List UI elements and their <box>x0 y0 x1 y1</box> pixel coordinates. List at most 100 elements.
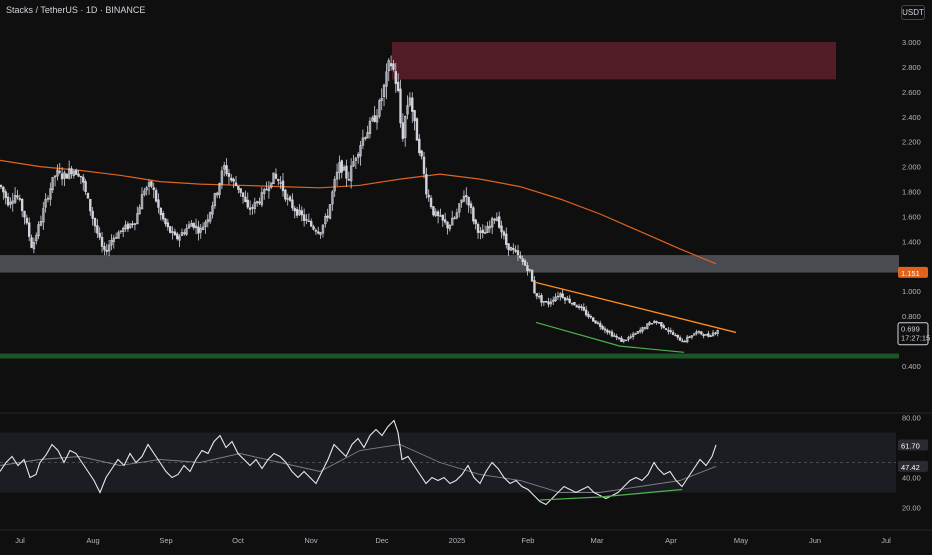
candle-body[interactable] <box>204 221 207 227</box>
candle-body[interactable] <box>216 192 219 196</box>
candle-body[interactable] <box>2 186 5 193</box>
candle-body[interactable] <box>284 189 287 200</box>
candle-body[interactable] <box>594 320 597 324</box>
candle-body[interactable] <box>450 217 454 226</box>
candle-body[interactable] <box>646 323 649 329</box>
candle-body[interactable] <box>537 295 541 298</box>
candle-body[interactable] <box>507 243 510 250</box>
candle-body[interactable] <box>342 166 346 171</box>
candle-body[interactable] <box>552 299 555 302</box>
candle-body[interactable] <box>258 201 261 204</box>
candle-body[interactable] <box>164 218 167 225</box>
candle-body[interactable] <box>63 172 66 179</box>
candle-body[interactable] <box>218 183 221 195</box>
candle-body[interactable] <box>561 293 564 298</box>
candle-body[interactable] <box>171 231 174 234</box>
candle-body[interactable] <box>131 223 134 225</box>
candle-body[interactable] <box>185 228 188 235</box>
candle-body[interactable] <box>425 174 428 195</box>
candle-body[interactable] <box>556 295 560 298</box>
candle-body[interactable] <box>241 192 245 197</box>
candle-body[interactable] <box>93 218 97 227</box>
candle-body[interactable] <box>143 190 146 195</box>
candle-body[interactable] <box>317 231 320 234</box>
candle-body[interactable] <box>676 334 680 338</box>
candle-body[interactable] <box>378 100 381 117</box>
candle-body[interactable] <box>500 225 503 233</box>
candle-body[interactable] <box>624 339 628 342</box>
candle-body[interactable] <box>157 199 160 208</box>
candle-body[interactable] <box>305 219 308 221</box>
candle-body[interactable] <box>60 173 64 180</box>
candle-body[interactable] <box>502 231 506 236</box>
candle-body[interactable] <box>458 203 461 213</box>
candle-body[interactable] <box>650 323 654 325</box>
candle-body[interactable] <box>11 200 14 204</box>
candle-body[interactable] <box>603 328 607 331</box>
candle-body[interactable] <box>683 340 687 343</box>
candle-body[interactable] <box>634 333 637 335</box>
candle-body[interactable] <box>519 255 522 259</box>
candle-body[interactable] <box>610 331 614 337</box>
candle-body[interactable] <box>582 307 586 311</box>
candle-body[interactable] <box>533 280 536 294</box>
candle-body[interactable] <box>67 168 71 179</box>
candle-body[interactable] <box>225 165 228 175</box>
candle-body[interactable] <box>364 137 367 140</box>
candle-body[interactable] <box>122 227 125 233</box>
candle-body[interactable] <box>469 203 473 208</box>
candle-body[interactable] <box>497 216 501 228</box>
candle-body[interactable] <box>380 98 383 101</box>
candle-body[interactable] <box>415 118 419 141</box>
candle-body[interactable] <box>570 302 574 305</box>
currency-badge[interactable]: USDT <box>901 5 925 20</box>
candle-body[interactable] <box>244 196 247 202</box>
candle-body[interactable] <box>255 201 259 204</box>
candle-body[interactable] <box>75 169 78 175</box>
candles-layer[interactable] <box>0 55 719 344</box>
candle-body[interactable] <box>401 122 405 139</box>
candle-body[interactable] <box>671 332 675 335</box>
candle-body[interactable] <box>709 335 712 337</box>
candle-body[interactable] <box>702 334 705 337</box>
candle-body[interactable] <box>286 198 289 200</box>
candle-body[interactable] <box>314 230 318 232</box>
candle-body[interactable] <box>37 224 40 237</box>
candle-body[interactable] <box>566 298 569 301</box>
candle-body[interactable] <box>392 63 395 70</box>
candle-body[interactable] <box>373 115 376 122</box>
candle-body[interactable] <box>237 185 240 190</box>
candle-body[interactable] <box>107 244 111 252</box>
candle-body[interactable] <box>573 302 576 306</box>
candle-body[interactable] <box>587 313 590 317</box>
candle-body[interactable] <box>27 222 31 237</box>
candle-body[interactable] <box>674 334 677 337</box>
candle-body[interactable] <box>302 214 306 221</box>
candle-body[interactable] <box>643 327 647 329</box>
candle-body[interactable] <box>441 214 444 221</box>
candle-body[interactable] <box>309 221 313 227</box>
candle-body[interactable] <box>535 293 539 297</box>
candle-body[interactable] <box>169 226 172 233</box>
candle-body[interactable] <box>197 226 200 234</box>
candle-body[interactable] <box>248 207 252 210</box>
candle-body[interactable] <box>18 198 21 200</box>
candle-body[interactable] <box>481 229 484 234</box>
candle-body[interactable] <box>154 190 158 202</box>
candle-body[interactable] <box>648 322 651 325</box>
candle-body[interactable] <box>455 212 459 219</box>
candle-body[interactable] <box>439 215 442 217</box>
candle-body[interactable] <box>505 233 508 245</box>
candle-body[interactable] <box>260 192 264 206</box>
candle-body[interactable] <box>114 237 118 239</box>
candle-body[interactable] <box>232 178 235 182</box>
candle-body[interactable] <box>307 220 311 222</box>
candle-body[interactable] <box>523 260 527 266</box>
candle-body[interactable] <box>411 97 414 112</box>
candle-body[interactable] <box>375 115 379 123</box>
candle-body[interactable] <box>152 187 155 190</box>
candle-body[interactable] <box>474 219 477 225</box>
candle-body[interactable] <box>176 233 179 240</box>
candle-body[interactable] <box>56 169 59 177</box>
